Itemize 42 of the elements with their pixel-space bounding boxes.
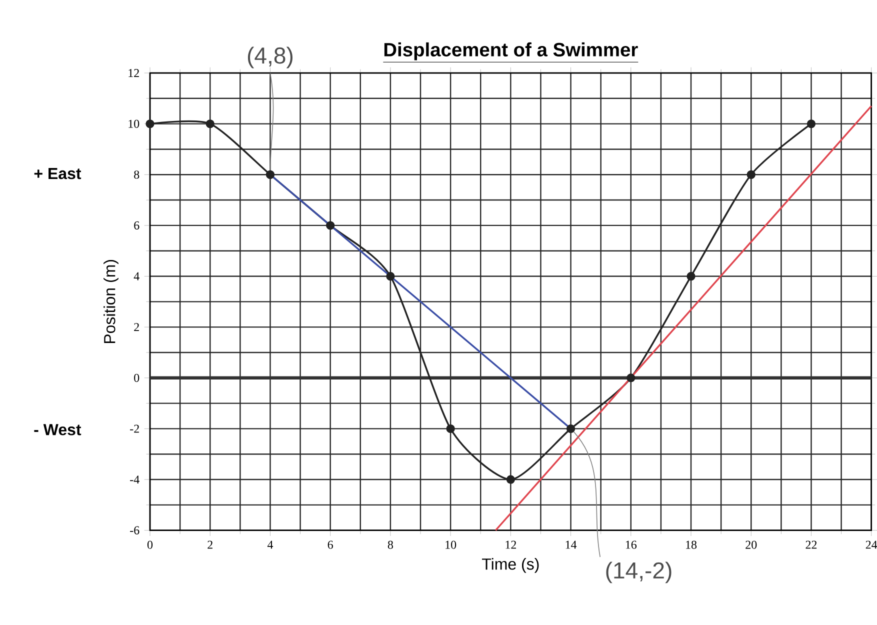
x-tick-label: 22 [806,540,817,549]
point [686,272,696,281]
x-tick-label: 14 [566,540,577,549]
point [386,272,395,281]
y-tick-label: -6 [130,526,140,534]
x-tick-label: 8 [388,540,393,549]
point [206,119,214,128]
text: - West [34,424,82,436]
x-tick-label: 0 [147,540,153,549]
x-tick-label: 4 [267,540,274,549]
x-tick-label: 18 [686,540,697,549]
y-tick-label: 4 [134,272,140,280]
y-tick-label: 12 [128,69,139,77]
point [746,170,756,179]
point [806,119,816,128]
y-tick-label: 10 [128,120,140,128]
point [146,119,154,128]
x-tick-label: 10 [446,540,456,549]
y-axis-title: Position (m) [104,260,118,344]
y-tick-label: -2 [130,424,139,433]
x-tick-label: 20 [746,540,757,549]
annotation: (4,8) [248,46,292,68]
x-tick-label: 6 [328,540,333,549]
point [626,374,636,382]
point [506,475,516,484]
x-tick-label: 16 [626,540,637,549]
y-tick-label: 8 [134,170,140,179]
y-tick-label: 0 [134,374,140,382]
y-tick-label: -4 [130,476,140,484]
text: + East [34,168,82,180]
point [566,424,576,434]
x-tick-label: 2 [208,540,212,549]
point [326,221,335,230]
y-tick-label: 6 [134,221,140,230]
x-axis-title: Time (s) [482,558,539,573]
x-tick-label: 24 [866,540,877,549]
point [446,424,455,434]
x-tick-label: 12 [506,540,516,549]
annotation: (14,-2) [606,562,672,584]
y-tick-label: 2 [134,323,139,332]
point [266,170,275,179]
chart-title: Displacement of a Swimmer [384,42,638,60]
